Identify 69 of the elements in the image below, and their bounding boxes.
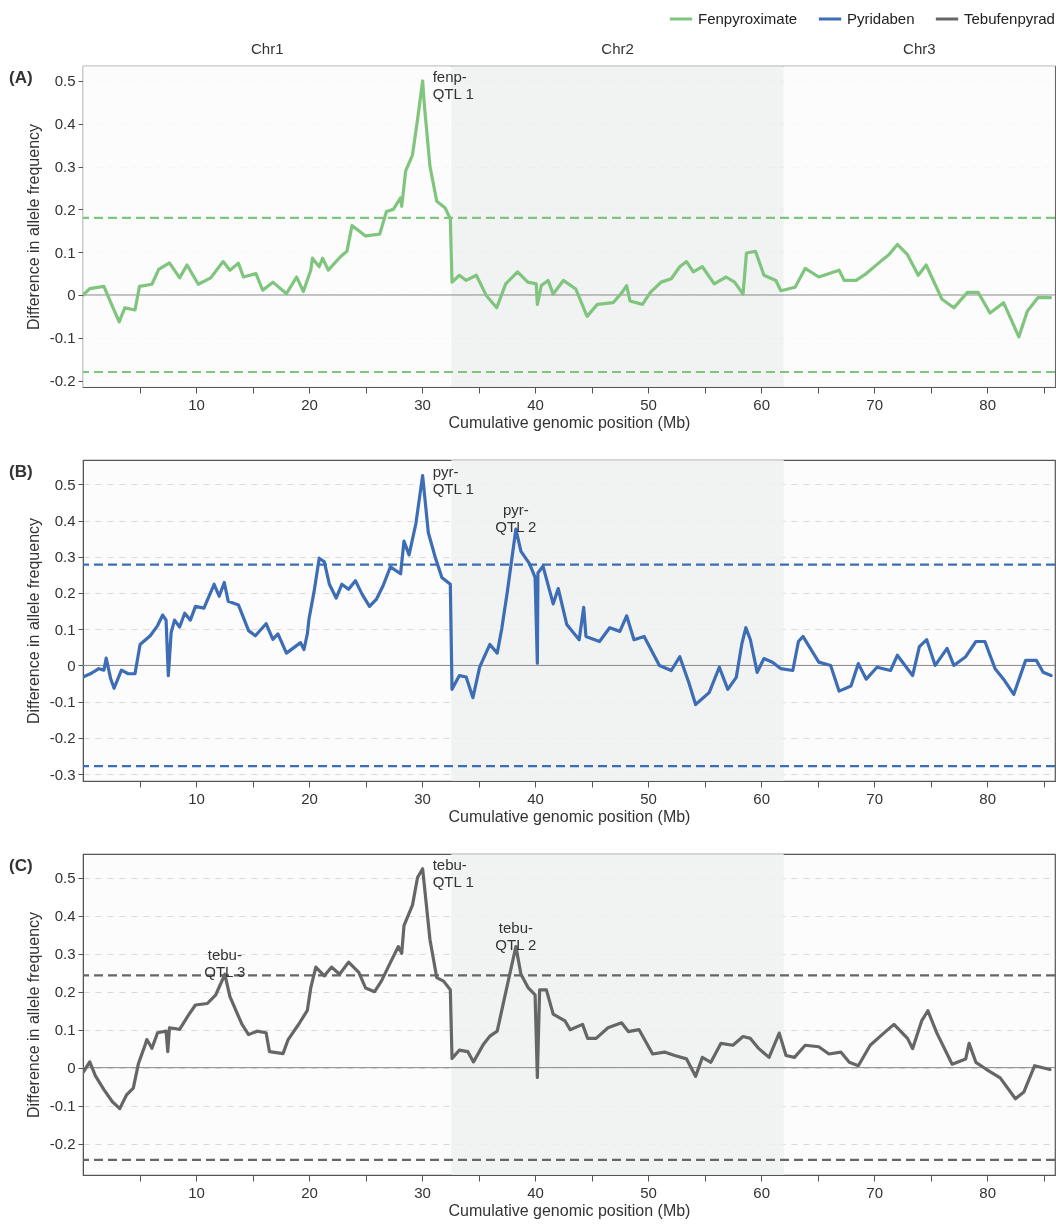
y-tick-label: 0.1	[54, 620, 76, 638]
x-tick-label: 50	[640, 395, 657, 413]
annotation: fenp- QTL 1	[432, 67, 474, 102]
y-tick-label: 0	[67, 1059, 76, 1077]
x-tick-label: 20	[301, 789, 318, 807]
y-tick-label: 0.2	[54, 983, 76, 1001]
x-tick-label: 50	[640, 1183, 657, 1201]
chart-title: (A)	[9, 68, 33, 87]
y-tick-label: -0.3	[49, 765, 76, 783]
y-tick-label: 0.4	[54, 512, 76, 529]
chart-title: (B)	[9, 462, 33, 481]
x-tick-label: 60	[753, 395, 770, 413]
x-tick-label: 20	[301, 395, 318, 413]
x-axis-title: Cumulative genomic position (Mb)	[448, 807, 691, 825]
x-tick-label: 50	[640, 789, 657, 807]
x-tick-label: 70	[866, 395, 884, 413]
band-label: Chr2	[601, 40, 634, 57]
y-tick-label: 0	[67, 656, 76, 674]
x-tick-label: 10	[188, 395, 205, 413]
y-tick-label: 0.2	[54, 584, 76, 602]
x-tick-label: 80	[979, 789, 997, 807]
x-tick-label: 30	[414, 789, 431, 807]
x-tick-label: 80	[979, 395, 997, 413]
y-tick-label: 0.3	[54, 548, 76, 566]
y-tick-label: -0.1	[49, 693, 76, 711]
band-label: Chr3	[903, 40, 936, 57]
annotation: tebu- QTL 1	[432, 855, 474, 890]
x-tick-label: 40	[527, 1183, 544, 1201]
y-tick-label: 0.3	[54, 158, 76, 176]
y-tick-label: -0.1	[49, 1097, 76, 1115]
y-axis-title: Difference in allele frequency	[24, 911, 42, 1119]
y-tick-label: -0.1	[49, 329, 76, 347]
annotation: pyr- QTL 2	[495, 501, 537, 536]
y-tick-label: 0.5	[54, 475, 76, 493]
y-axis-title: Difference in allele frequency	[24, 517, 42, 725]
y-tick-label: -0.2	[49, 729, 76, 747]
annotation: tebu- QTL 2	[495, 918, 537, 953]
annotation: pyr- QTL 1	[432, 462, 474, 497]
y-tick-label: 0.5	[54, 72, 76, 90]
x-tick-label: 10	[188, 1183, 205, 1201]
band-label: Chr1	[250, 40, 284, 57]
x-tick-label: 70	[866, 1183, 884, 1201]
x-tick-label: 60	[753, 1183, 770, 1201]
x-tick-label: 30	[414, 395, 431, 413]
x-tick-label: 40	[527, 395, 544, 413]
y-tick-label: 0.2	[54, 200, 76, 218]
y-tick-label: 0	[67, 286, 76, 304]
y-tick-label: 0.1	[54, 1021, 76, 1039]
x-tick-label: 30	[414, 1183, 431, 1201]
x-tick-label: 20	[301, 1183, 318, 1201]
y-tick-label: -0.2	[49, 372, 76, 390]
x-tick-label: 70	[866, 789, 884, 807]
x-tick-label: 60	[753, 789, 770, 807]
y-tick-label: 0.5	[54, 869, 76, 887]
legend-label: Tebufenpyrad	[964, 10, 1055, 27]
x-tick-label: 10	[188, 789, 205, 807]
y-tick-label: -0.2	[49, 1135, 76, 1153]
x-axis-title: Cumulative genomic position (Mb)	[448, 413, 691, 431]
legend-label: Pyridaben	[847, 10, 915, 27]
x-tick-label: 40	[527, 789, 544, 807]
y-tick-label: 0.4	[54, 115, 76, 133]
y-tick-label: 0.3	[54, 945, 76, 963]
legend-label: Fenpyroximate	[698, 10, 798, 27]
x-tick-label: 80	[979, 1183, 997, 1201]
chart-title: (C)	[9, 856, 33, 875]
y-tick-label: 0.1	[54, 243, 76, 261]
y-axis-title: Difference in allele frequency	[24, 123, 42, 331]
y-tick-label: 0.4	[54, 907, 76, 925]
x-axis-title: Cumulative genomic position (Mb)	[448, 1201, 691, 1219]
